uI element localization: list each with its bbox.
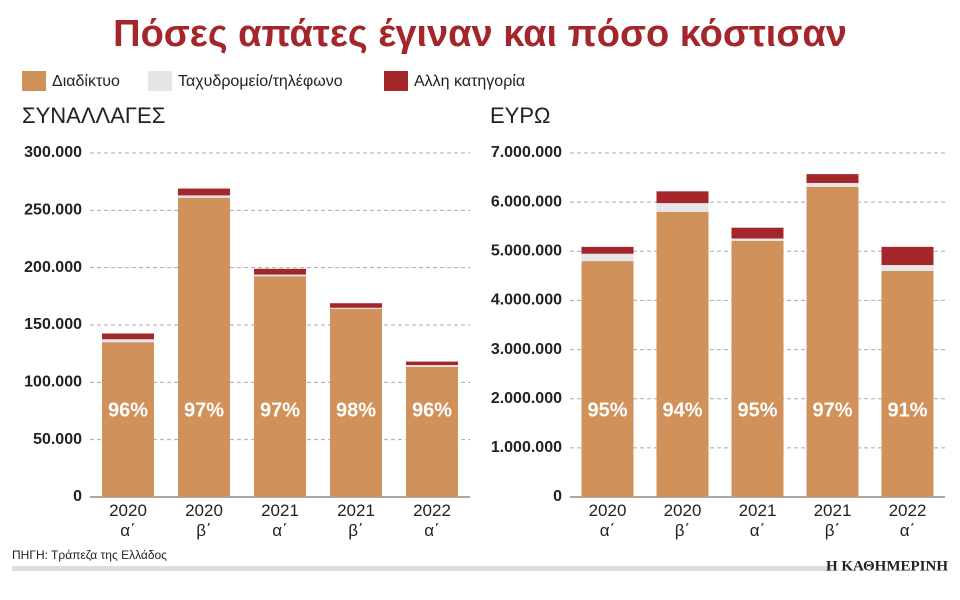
bar-segment — [656, 191, 709, 204]
bar-segment — [178, 195, 230, 198]
y-tick-label: 150.000 — [24, 316, 82, 333]
share-label: 95% — [587, 399, 627, 421]
y-tick-label: 0 — [73, 488, 82, 505]
x-tick-label: 2021 α΄ — [261, 501, 299, 540]
bar-segment — [406, 361, 458, 366]
legend-label: Ταχυδρομείο/τηλέφωνο — [178, 73, 343, 90]
bar-segment — [102, 339, 154, 343]
y-tick-label: 5.000.000 — [491, 243, 562, 260]
y-tick-label: 250.000 — [24, 202, 82, 219]
share-label: 98% — [336, 399, 376, 421]
y-tick-label: 7.000.000 — [491, 144, 562, 161]
share-label: 97% — [260, 399, 300, 421]
x-tick-label: 2020 α΄ — [589, 501, 627, 540]
y-tick-label: 200.000 — [24, 259, 82, 276]
y-tick-label: 0 — [553, 488, 562, 505]
bar-segment — [254, 274, 306, 277]
y-axis-label: ΕΥΡΩ — [490, 103, 550, 128]
bar-segment — [581, 253, 634, 262]
bar-segment — [581, 246, 634, 254]
bar-segment — [406, 366, 458, 497]
bar-segment — [731, 238, 784, 241]
legend-swatch — [22, 71, 46, 91]
y-tick-label: 50.000 — [33, 431, 82, 448]
bar-segment — [656, 211, 709, 497]
x-tick-label: 2021 β΄ — [337, 501, 375, 540]
bar-segment — [254, 268, 306, 275]
legend-swatch — [384, 71, 408, 91]
x-tick-label: 2021 α΄ — [739, 501, 777, 540]
bar-segment — [806, 182, 859, 187]
bar-segment — [330, 307, 382, 309]
x-tick-label: 2022 α΄ — [413, 501, 451, 540]
brand: Η ΚΑΘΗΜΕΡΙΝΗ — [826, 558, 948, 574]
share-label: 97% — [812, 399, 852, 421]
x-tick-label: 2020 β΄ — [185, 501, 223, 540]
share-label: 96% — [108, 399, 148, 421]
footer-rule — [12, 566, 832, 571]
share-label: 94% — [662, 399, 702, 421]
x-tick-label: 2022 α΄ — [889, 501, 927, 540]
bar-segment — [102, 333, 154, 340]
bar-segment — [731, 227, 784, 239]
y-tick-label: 1.000.000 — [491, 439, 562, 456]
bar-segment — [330, 303, 382, 308]
bar-segment — [178, 188, 230, 196]
bar-segment — [881, 246, 934, 266]
bar-segment — [102, 342, 154, 497]
share-label: 96% — [412, 399, 452, 421]
bar-segment — [330, 308, 382, 497]
bar-segment — [406, 365, 458, 367]
legend-label: Αλλη κατηγορία — [414, 73, 525, 90]
bar-segment — [581, 261, 634, 497]
bar-segment — [881, 270, 934, 497]
y-tick-label: 100.000 — [24, 374, 82, 391]
share-label: 91% — [887, 399, 927, 421]
x-tick-label: 2020 α΄ — [109, 501, 147, 540]
bar-segment — [806, 186, 859, 497]
y-tick-label: 3.000.000 — [491, 341, 562, 358]
bar-segment — [254, 276, 306, 497]
title: Πόσες απάτες έγιναν και πόσο κόστισαν — [113, 13, 847, 55]
bar-segment — [178, 197, 230, 497]
x-tick-label: 2020 β΄ — [664, 501, 702, 540]
y-tick-label: 300.000 — [24, 144, 82, 161]
share-label: 97% — [184, 399, 224, 421]
share-label: 95% — [737, 399, 777, 421]
bar-segment — [731, 240, 784, 498]
legend-swatch — [148, 71, 172, 91]
y-tick-label: 6.000.000 — [491, 193, 562, 210]
source: ΠΗΓΗ: Τράπεζα της Ελλάδος — [12, 548, 167, 562]
bar-segment — [881, 265, 934, 271]
x-tick-label: 2021 β΄ — [814, 501, 852, 540]
bar-segment — [806, 174, 859, 183]
y-tick-label: 4.000.000 — [491, 292, 562, 309]
bar-segment — [656, 203, 709, 212]
y-tick-label: 2.000.000 — [491, 390, 562, 407]
legend-label: Διαδίκτυο — [52, 73, 120, 90]
y-axis-label: ΣΥΝΑΛΛΑΓΕΣ — [22, 103, 165, 128]
